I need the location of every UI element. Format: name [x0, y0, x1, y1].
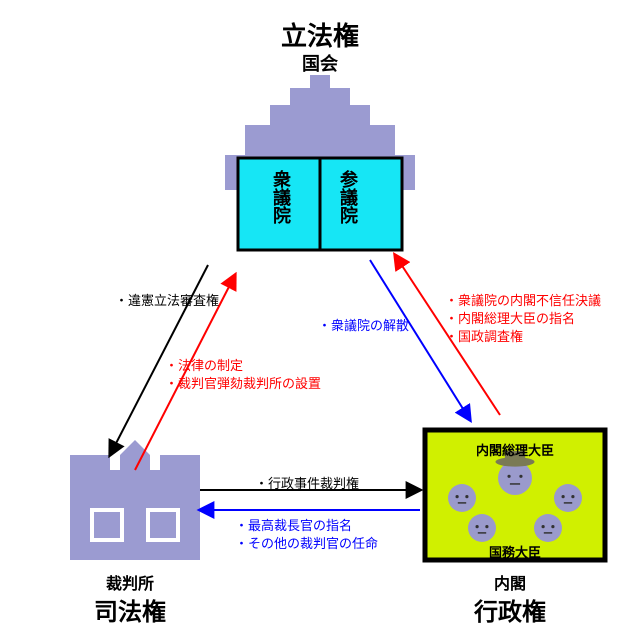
label-a: ・違憲立法審査権 [115, 290, 219, 309]
label-f1: ・最高裁長官の指名 [235, 515, 352, 534]
label-d1: ・衆議院の内閣不信任決議 [445, 290, 601, 309]
top-power: 立法権 [0, 16, 640, 53]
left-org: 裁判所 [60, 570, 200, 594]
left-chamber: 衆議院 [268, 170, 294, 224]
label-b1: ・法律の制定 [165, 355, 243, 374]
label-b2: ・裁判官弾劾裁判所の設置 [165, 373, 321, 392]
label-d3: ・国政調査権 [445, 326, 523, 345]
pm-label: 内閣総理大臣 [435, 440, 595, 459]
right-chamber: 参議院 [335, 170, 361, 224]
label-e: ・行政事件裁判権 [255, 473, 359, 492]
label-c: ・衆議院の解散 [318, 315, 409, 334]
minister-label: 国務大臣 [435, 542, 595, 561]
left-power: 司法権 [60, 592, 200, 627]
right-org: 内閣 [430, 570, 590, 594]
right-power: 行政権 [430, 592, 590, 627]
label-d2: ・内閣総理大臣の指名 [445, 308, 575, 327]
label-f2: ・その他の裁判官の任命 [235, 533, 378, 552]
top-org: 国会 [0, 50, 640, 76]
